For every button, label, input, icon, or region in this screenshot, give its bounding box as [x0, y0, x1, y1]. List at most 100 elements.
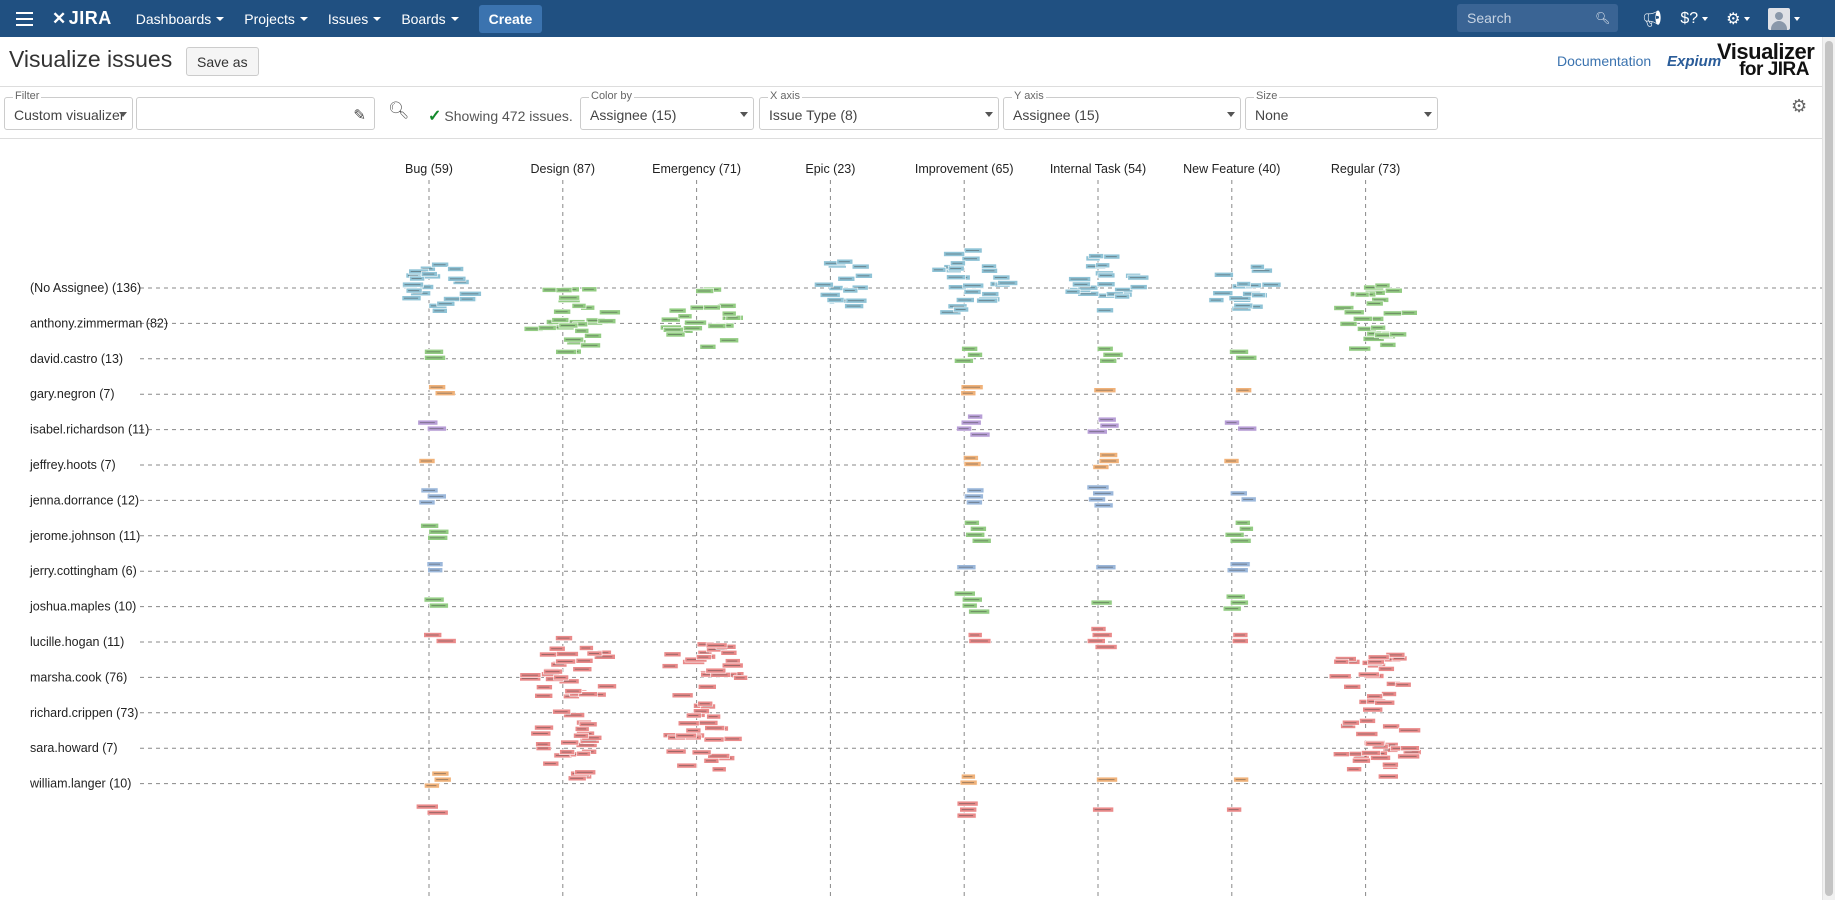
issue-card[interactable] [1398, 727, 1421, 734]
issue-card[interactable] [574, 328, 590, 334]
issue-card[interactable] [1361, 750, 1381, 756]
issue-card[interactable] [1092, 464, 1110, 470]
issue-card[interactable] [963, 247, 983, 254]
issue-card[interactable] [1365, 300, 1384, 307]
issue-card[interactable] [1382, 723, 1400, 730]
issue-card[interactable] [961, 346, 978, 352]
issue-card[interactable] [1129, 284, 1148, 290]
issue-card[interactable] [581, 286, 598, 293]
issue-card[interactable] [1250, 264, 1265, 270]
issue-card[interactable] [814, 281, 834, 288]
nav-issues[interactable]: Issues [318, 0, 391, 37]
issue-card[interactable] [578, 721, 598, 728]
issue-card[interactable] [1400, 745, 1420, 752]
issue-card[interactable] [836, 258, 854, 265]
issue-card[interactable] [665, 331, 686, 338]
issue-card[interactable] [530, 730, 552, 737]
issue-card[interactable] [424, 782, 440, 789]
issue-card[interactable] [1097, 272, 1116, 279]
issue-card[interactable] [1092, 490, 1114, 497]
issue-card[interactable] [721, 310, 737, 317]
issue-card[interactable] [571, 303, 587, 309]
issue-card[interactable] [599, 309, 621, 316]
issue-card[interactable] [1401, 310, 1418, 316]
issue-card[interactable] [426, 809, 449, 816]
issue-card[interactable] [677, 313, 693, 320]
issue-card[interactable] [707, 323, 727, 329]
issue-card[interactable] [733, 674, 748, 681]
issue-card[interactable] [1064, 288, 1081, 295]
issue-card[interactable] [702, 304, 721, 311]
issue-card[interactable] [966, 499, 983, 506]
issue-card[interactable] [573, 732, 589, 739]
user-profile[interactable] [1762, 0, 1806, 37]
issue-card[interactable] [1232, 632, 1249, 638]
issue-card[interactable] [1367, 654, 1390, 661]
issue-card[interactable] [1385, 287, 1403, 294]
issue-card[interactable] [555, 349, 578, 355]
issue-card[interactable] [1095, 564, 1117, 571]
filter-select[interactable]: Filter Custom visualizer [4, 90, 133, 130]
issue-card[interactable] [424, 355, 446, 361]
issue-card[interactable] [704, 725, 726, 731]
issue-card[interactable] [842, 287, 859, 294]
issue-card[interactable] [719, 337, 739, 344]
issue-card[interactable] [1086, 484, 1110, 491]
issue-card[interactable] [418, 499, 436, 506]
issue-card[interactable] [671, 692, 694, 699]
issue-card[interactable] [563, 712, 585, 718]
issue-card[interactable] [676, 762, 698, 769]
issue-card[interactable] [556, 651, 579, 657]
issue-card[interactable] [420, 271, 438, 277]
create-button[interactable]: Create [478, 4, 543, 33]
issue-card[interactable] [1098, 458, 1120, 464]
issue-card[interactable] [703, 757, 720, 764]
issue-card[interactable] [1333, 751, 1350, 758]
issue-card[interactable] [431, 770, 450, 777]
documentation-link[interactable]: Documentation [1557, 53, 1652, 69]
issue-card[interactable] [1232, 638, 1249, 644]
issue-card[interactable] [711, 766, 727, 773]
help-icon[interactable]: $? [1674, 0, 1714, 37]
issue-card[interactable] [519, 672, 542, 679]
issue-card[interactable] [1222, 605, 1242, 612]
issue-card[interactable] [1087, 428, 1108, 435]
issue-card[interactable] [1208, 297, 1225, 303]
issue-card[interactable] [431, 308, 448, 314]
issue-card[interactable] [1346, 766, 1362, 773]
issue-card[interactable] [1236, 281, 1251, 287]
issue-card[interactable] [1352, 757, 1371, 764]
issue-card[interactable] [997, 280, 1019, 286]
issue-card[interactable] [969, 431, 991, 438]
issue-card[interactable] [423, 632, 443, 638]
save-as-button[interactable]: Save as [186, 47, 259, 76]
issue-card[interactable] [1090, 599, 1113, 606]
issue-card[interactable] [1223, 458, 1240, 464]
issue-card[interactable] [1096, 307, 1114, 314]
issue-card[interactable] [536, 684, 553, 691]
issue-card[interactable] [434, 390, 456, 396]
issue-card[interactable] [946, 274, 966, 280]
issue-card[interactable] [428, 384, 446, 390]
issue-card[interactable] [405, 287, 423, 294]
color-by-select[interactable]: Color by Assignee (15) [580, 90, 754, 130]
issue-card[interactable] [1099, 358, 1117, 364]
issue-card[interactable] [572, 666, 593, 673]
issue-card[interactable] [943, 251, 965, 257]
issue-card[interactable] [684, 319, 707, 326]
issue-card[interactable] [959, 779, 978, 786]
issue-card[interactable] [447, 266, 464, 272]
issue-card[interactable] [433, 776, 452, 783]
issue-card[interactable] [665, 748, 687, 755]
issue-card[interactable] [409, 275, 425, 282]
issue-card[interactable] [1097, 416, 1117, 423]
issue-card[interactable] [580, 342, 601, 349]
issue-card[interactable] [1099, 452, 1118, 458]
issue-card[interactable] [1087, 638, 1106, 644]
issue-card[interactable] [537, 325, 557, 331]
issue-card[interactable] [1240, 496, 1257, 503]
issue-card[interactable] [695, 654, 712, 660]
jira-logo[interactable]: ✕ JIRA [52, 8, 112, 29]
issue-card[interactable] [435, 638, 457, 644]
issue-card[interactable] [1342, 719, 1360, 726]
